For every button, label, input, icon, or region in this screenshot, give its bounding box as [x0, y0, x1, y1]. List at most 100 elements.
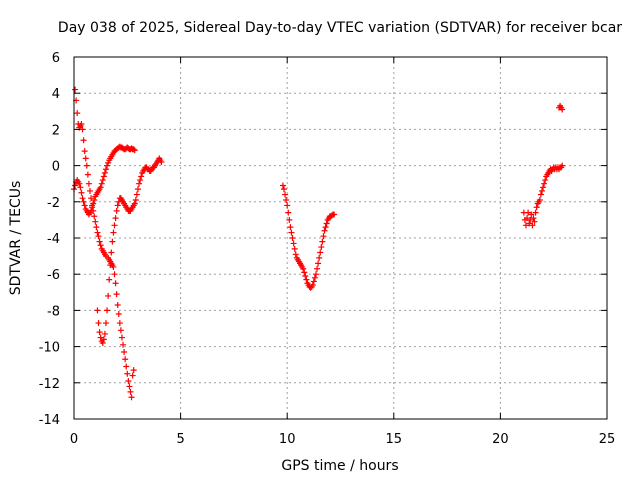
data-point	[291, 245, 298, 252]
data-point	[312, 271, 319, 278]
data-point	[533, 204, 540, 211]
data-point	[289, 235, 296, 241]
data-point	[287, 224, 294, 231]
data-point	[72, 182, 79, 189]
data-point	[83, 162, 90, 169]
data-point	[279, 182, 286, 189]
data-point	[525, 209, 532, 216]
data-point	[284, 202, 291, 209]
data-point	[105, 292, 112, 299]
data-point	[130, 146, 137, 153]
data-point	[118, 334, 125, 341]
x-tick-label: 5	[176, 432, 184, 447]
data-point	[538, 187, 545, 194]
data-point	[311, 274, 318, 281]
data-point	[97, 242, 104, 249]
y-tick-label: 4	[52, 87, 60, 102]
axis-ticks: 0 5 10 15 20 25 -14 -12 -10 -8 -6 -4 -2 0 2 4 6	[39, 51, 616, 447]
data-point	[316, 254, 323, 261]
data-point	[120, 341, 127, 348]
data-point	[94, 307, 101, 314]
data-point	[90, 200, 97, 207]
x-tick-label: 20	[492, 432, 509, 447]
data-point	[322, 224, 329, 231]
data-point	[110, 263, 117, 270]
data-point	[86, 187, 93, 194]
x-tick-label: 15	[386, 432, 403, 447]
data-point	[288, 229, 295, 236]
data-point	[78, 189, 85, 196]
data-point	[81, 148, 88, 155]
data-point	[102, 166, 109, 173]
data-point	[122, 356, 129, 363]
data-point	[318, 244, 325, 251]
data-point	[115, 311, 122, 318]
data-point	[79, 126, 86, 133]
data-point	[315, 260, 322, 267]
data-point	[285, 209, 292, 216]
data-point	[283, 196, 290, 203]
data-point	[99, 339, 106, 346]
data-point	[92, 218, 99, 225]
data-point	[317, 249, 324, 256]
data-point	[128, 394, 135, 401]
data-point	[111, 271, 118, 278]
data-points	[71, 86, 566, 401]
data-point	[281, 186, 288, 193]
data-point	[310, 278, 317, 285]
data-point	[109, 238, 116, 245]
data-point	[95, 233, 102, 240]
data-point	[292, 251, 299, 258]
data-point	[131, 147, 138, 154]
data-point	[541, 180, 548, 187]
data-point	[96, 329, 103, 336]
data-point	[320, 233, 327, 240]
data-point	[101, 330, 108, 337]
data-point	[524, 215, 531, 222]
data-point	[74, 110, 81, 117]
data-point	[528, 211, 535, 218]
y-tick-label: -4	[47, 232, 60, 247]
data-point	[101, 169, 108, 176]
data-point	[125, 377, 132, 384]
data-point	[282, 191, 289, 198]
data-point	[323, 220, 330, 227]
data-point	[129, 372, 136, 379]
x-tick-label: 0	[70, 432, 78, 447]
data-point	[100, 173, 107, 180]
y-tick-label: -2	[47, 196, 60, 211]
data-point	[522, 222, 529, 229]
data-point	[117, 327, 124, 334]
data-point	[136, 180, 143, 187]
chart-title: Day 038 of 2025, Sidereal Day-to-day VTE…	[58, 20, 622, 36]
data-point	[559, 162, 566, 169]
data-point	[133, 191, 140, 198]
data-point	[102, 320, 109, 327]
data-point	[540, 184, 547, 191]
data-point	[106, 276, 113, 283]
data-point	[526, 220, 533, 227]
y-tick-label: -6	[47, 268, 60, 283]
data-point	[89, 204, 96, 211]
data-point	[131, 200, 138, 207]
data-point	[72, 86, 79, 93]
data-point	[76, 180, 83, 187]
data-point	[77, 184, 84, 191]
data-point	[302, 273, 309, 280]
data-point	[78, 120, 85, 127]
data-point	[105, 159, 112, 166]
data-point	[82, 155, 89, 162]
data-point	[112, 280, 119, 287]
data-point	[158, 158, 165, 165]
data-point	[529, 222, 536, 229]
grid	[74, 57, 607, 419]
data-point	[121, 349, 128, 356]
data-point	[127, 388, 134, 395]
data-point	[107, 262, 114, 269]
data-point	[301, 269, 308, 276]
data-point	[113, 291, 120, 298]
data-point	[132, 196, 139, 203]
data-point	[108, 249, 115, 256]
data-point	[537, 191, 544, 198]
y-axis-label: SDTVAR / TECUs	[8, 181, 24, 296]
